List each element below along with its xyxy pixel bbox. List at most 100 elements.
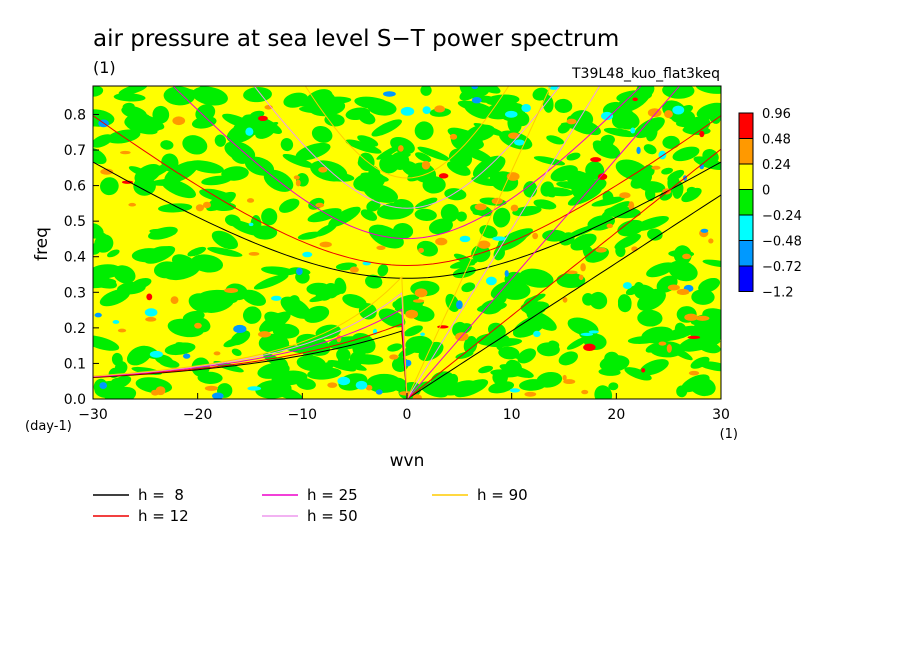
field-blob xyxy=(690,320,721,341)
y-tick-label: 0.8 xyxy=(64,107,86,123)
field-blob xyxy=(412,394,422,399)
field-blob xyxy=(493,207,511,228)
field-blob xyxy=(282,153,314,168)
field-blob xyxy=(630,172,653,189)
field-blob xyxy=(107,249,120,258)
field-blob xyxy=(126,345,152,366)
colorbar-swatch xyxy=(738,163,754,190)
field-blob xyxy=(603,127,637,138)
field-blob xyxy=(498,346,520,360)
field-blob xyxy=(695,86,721,94)
field-blob xyxy=(434,105,446,113)
field-blob xyxy=(318,166,328,173)
field-blob xyxy=(110,390,123,399)
field-blob xyxy=(397,145,404,152)
field-blob xyxy=(131,113,165,130)
field-blob xyxy=(172,116,186,126)
field-blob xyxy=(296,267,303,276)
y-tick-label: 0.7 xyxy=(64,143,86,159)
field-blob xyxy=(342,293,367,309)
field-blob xyxy=(371,119,402,137)
field-blob xyxy=(376,143,404,160)
field-blob xyxy=(699,130,705,138)
dispersion-curve-inertia-gravity xyxy=(93,161,721,279)
field-blob xyxy=(665,262,693,271)
field-blob xyxy=(99,288,131,307)
field-blob xyxy=(134,163,162,185)
field-blob xyxy=(588,330,599,334)
field-blob xyxy=(302,251,313,258)
field-blob xyxy=(164,342,196,356)
field-blob xyxy=(548,340,560,349)
field-blob xyxy=(497,228,533,246)
field-blob xyxy=(187,246,207,257)
x-unit-label: (1) xyxy=(720,427,738,442)
dispersion-curve-kelvin xyxy=(93,148,721,399)
field-blob xyxy=(112,320,120,324)
field-blob xyxy=(161,153,179,172)
field-blob xyxy=(337,358,367,371)
field-blob xyxy=(392,300,403,309)
field-blob xyxy=(536,371,563,388)
field-blob xyxy=(491,197,503,205)
field-blob xyxy=(667,169,685,182)
field-blob xyxy=(461,146,493,163)
field-blob xyxy=(414,197,438,210)
field-blob xyxy=(241,289,266,306)
field-blob xyxy=(367,100,397,116)
field-blob xyxy=(510,204,519,212)
field-blob xyxy=(270,295,282,301)
field-blob xyxy=(459,235,471,243)
field-blob xyxy=(269,385,303,399)
field-blob xyxy=(667,284,680,291)
experiment-label: T39L48_kuo_flat3keq xyxy=(571,66,720,82)
field-blob xyxy=(603,139,614,147)
field-blob xyxy=(664,110,673,119)
field-blob xyxy=(111,352,123,366)
field-blob xyxy=(488,381,515,394)
field-blob xyxy=(471,97,482,104)
field-blob xyxy=(100,168,114,175)
field-blob xyxy=(688,370,700,376)
field-blob xyxy=(100,177,119,196)
field-blob xyxy=(622,282,632,289)
field-blob xyxy=(357,156,371,168)
field-blob xyxy=(405,309,419,319)
field-blob xyxy=(700,228,709,233)
field-blob xyxy=(336,348,351,362)
field-blob xyxy=(676,288,690,296)
field-blob xyxy=(594,385,613,399)
field-blob xyxy=(633,215,669,231)
field-blob xyxy=(207,247,243,257)
field-blob xyxy=(379,154,400,174)
field-blob xyxy=(295,142,331,161)
field-blob xyxy=(163,86,195,106)
field-blob xyxy=(211,230,239,250)
field-blob xyxy=(557,123,571,134)
field-blob xyxy=(233,324,247,334)
field-blob xyxy=(248,222,254,227)
dispersion-curve-kelvin xyxy=(93,86,552,399)
field-blob xyxy=(447,127,483,145)
field-blob xyxy=(400,106,415,116)
field-blob xyxy=(698,277,721,293)
colorbar-swatch xyxy=(738,112,754,139)
field-blob xyxy=(554,98,573,113)
field-blob xyxy=(120,150,131,155)
field-blob xyxy=(94,312,102,318)
field-blob xyxy=(479,225,498,239)
field-blob xyxy=(93,147,107,165)
field-blob xyxy=(155,386,166,396)
field-blob xyxy=(697,341,721,354)
dispersion-curve-inertia-gravity xyxy=(172,86,642,240)
field-blob xyxy=(480,299,503,315)
field-blob xyxy=(311,126,333,143)
field-blob xyxy=(519,268,554,288)
field-blob xyxy=(474,203,487,211)
field-blob xyxy=(293,175,300,180)
field-blob xyxy=(582,293,595,306)
y-tick-label: 0.4 xyxy=(64,250,86,266)
field-blob xyxy=(492,369,508,386)
field-blob xyxy=(420,86,432,96)
field-blob xyxy=(117,328,127,333)
